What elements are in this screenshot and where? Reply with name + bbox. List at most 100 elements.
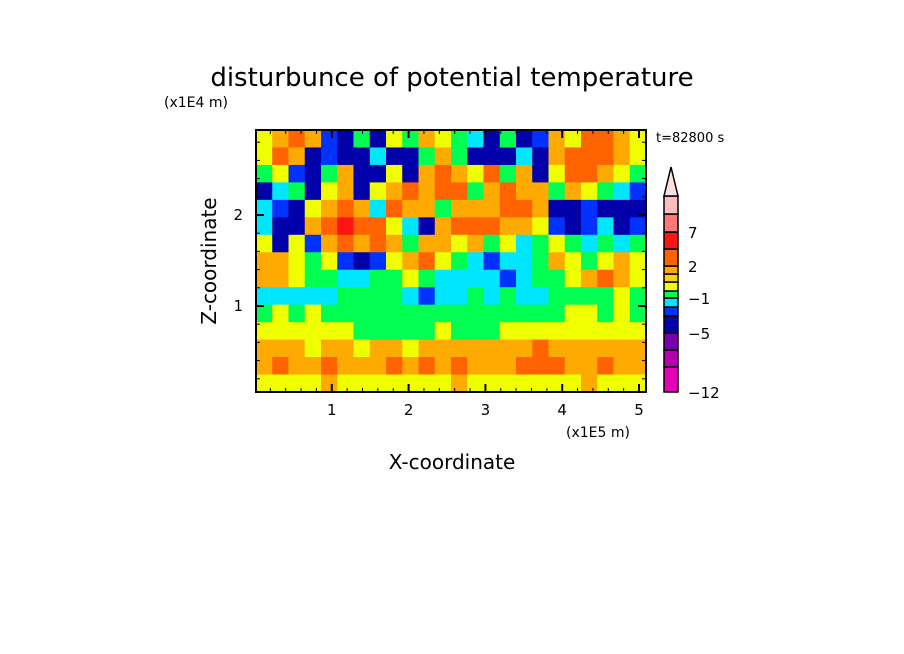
contour-cell xyxy=(256,164,273,183)
contour-cell xyxy=(256,147,273,166)
contour-cell xyxy=(386,339,403,358)
contour-cell xyxy=(304,199,322,218)
x-tick-label: 2 xyxy=(404,401,414,419)
contour-cell xyxy=(451,322,468,341)
contour-cell xyxy=(564,199,582,218)
contour-cell xyxy=(272,339,290,358)
contour-cell xyxy=(434,269,452,288)
contour-cell xyxy=(434,339,452,358)
contour-cell xyxy=(402,304,420,323)
contour-cell xyxy=(467,304,485,323)
contour-cell xyxy=(353,234,371,253)
contour-cell xyxy=(548,130,566,149)
contour-cell xyxy=(564,269,582,288)
contour-cell xyxy=(256,130,273,149)
contour-cell xyxy=(304,147,322,166)
contour-cell xyxy=(483,147,501,166)
contour-cell xyxy=(288,199,306,218)
contour-cell xyxy=(418,182,436,201)
contour-cell xyxy=(516,147,533,166)
contour-cell xyxy=(451,374,468,393)
contour-cell xyxy=(581,322,598,341)
contour-cell xyxy=(418,199,436,218)
colorbar-swatch xyxy=(663,306,679,317)
contour-cell xyxy=(402,374,420,393)
contour-cell xyxy=(256,374,273,393)
contour-cell xyxy=(532,182,550,201)
contour-cell xyxy=(548,217,566,236)
contour-cell xyxy=(564,182,582,201)
contour-cell xyxy=(597,130,615,149)
contour-cell xyxy=(321,339,338,358)
contour-cell xyxy=(581,339,598,358)
contour-cell xyxy=(564,147,582,166)
contour-cell xyxy=(548,182,566,201)
contour-cell xyxy=(402,217,420,236)
contour-cell xyxy=(499,234,517,253)
contour-cell xyxy=(304,339,322,358)
contour-cell xyxy=(386,322,403,341)
contour-cell xyxy=(564,130,582,149)
contour-cell xyxy=(321,322,338,341)
contour-cell xyxy=(288,182,306,201)
contour-cell xyxy=(386,147,403,166)
contour-cell xyxy=(434,287,452,306)
contour-cell xyxy=(581,147,598,166)
contour-cell xyxy=(369,234,387,253)
contour-cell xyxy=(581,287,598,306)
contour-cell xyxy=(434,304,452,323)
contour-cell xyxy=(548,339,566,358)
contour-cell xyxy=(467,374,485,393)
contour-cell xyxy=(483,164,501,183)
contour-cell xyxy=(272,304,290,323)
y-tick-labels: 12 xyxy=(233,206,243,315)
contour-cell xyxy=(353,164,371,183)
x-tick-labels: 1 2 3 4 5 xyxy=(327,401,644,419)
contour-cell xyxy=(564,304,582,323)
contour-cell xyxy=(402,164,420,183)
contour-cell xyxy=(353,182,371,201)
contour-cell xyxy=(532,287,550,306)
contour-cell xyxy=(434,357,452,376)
contour-cell xyxy=(369,182,387,201)
contour-cell xyxy=(629,287,647,306)
x-tick-label: 1 xyxy=(327,401,337,419)
contour-cell xyxy=(613,357,631,376)
colorbar-extend-triangle xyxy=(663,166,679,197)
contour-cell xyxy=(434,374,452,393)
contour-cell xyxy=(256,357,273,376)
contour-cell xyxy=(272,252,290,271)
contour-cell xyxy=(256,182,273,201)
contour-cell xyxy=(402,182,420,201)
contour-cell xyxy=(321,182,338,201)
contour-cell xyxy=(353,339,371,358)
time-label: t=82800 s xyxy=(656,131,724,146)
x-unit-label: (x1E5 m) xyxy=(566,425,630,441)
contour-cell xyxy=(369,304,387,323)
contour-cell xyxy=(321,234,338,253)
contour-cell xyxy=(499,304,517,323)
contour-cell xyxy=(483,217,501,236)
contour-cell xyxy=(467,147,485,166)
contour-cell xyxy=(272,287,290,306)
contour-cell xyxy=(304,269,322,288)
contour-cell xyxy=(629,182,647,201)
contour-cell xyxy=(613,182,631,201)
contour-cell xyxy=(532,199,550,218)
contour-cell xyxy=(499,147,517,166)
contour-cell xyxy=(629,304,647,323)
contour-cell xyxy=(597,322,615,341)
contour-cell xyxy=(418,269,436,288)
contour-cell xyxy=(337,287,355,306)
contour-cell xyxy=(451,147,468,166)
contour-cell xyxy=(256,304,273,323)
contour-cell xyxy=(386,130,403,149)
contour-cell xyxy=(386,164,403,183)
contour-cell xyxy=(564,234,582,253)
contour-cell xyxy=(321,304,338,323)
contour-cell xyxy=(613,199,631,218)
contour-cell xyxy=(516,339,533,358)
contour-cell xyxy=(516,357,533,376)
contour-cell xyxy=(402,147,420,166)
contour-cell xyxy=(353,304,371,323)
